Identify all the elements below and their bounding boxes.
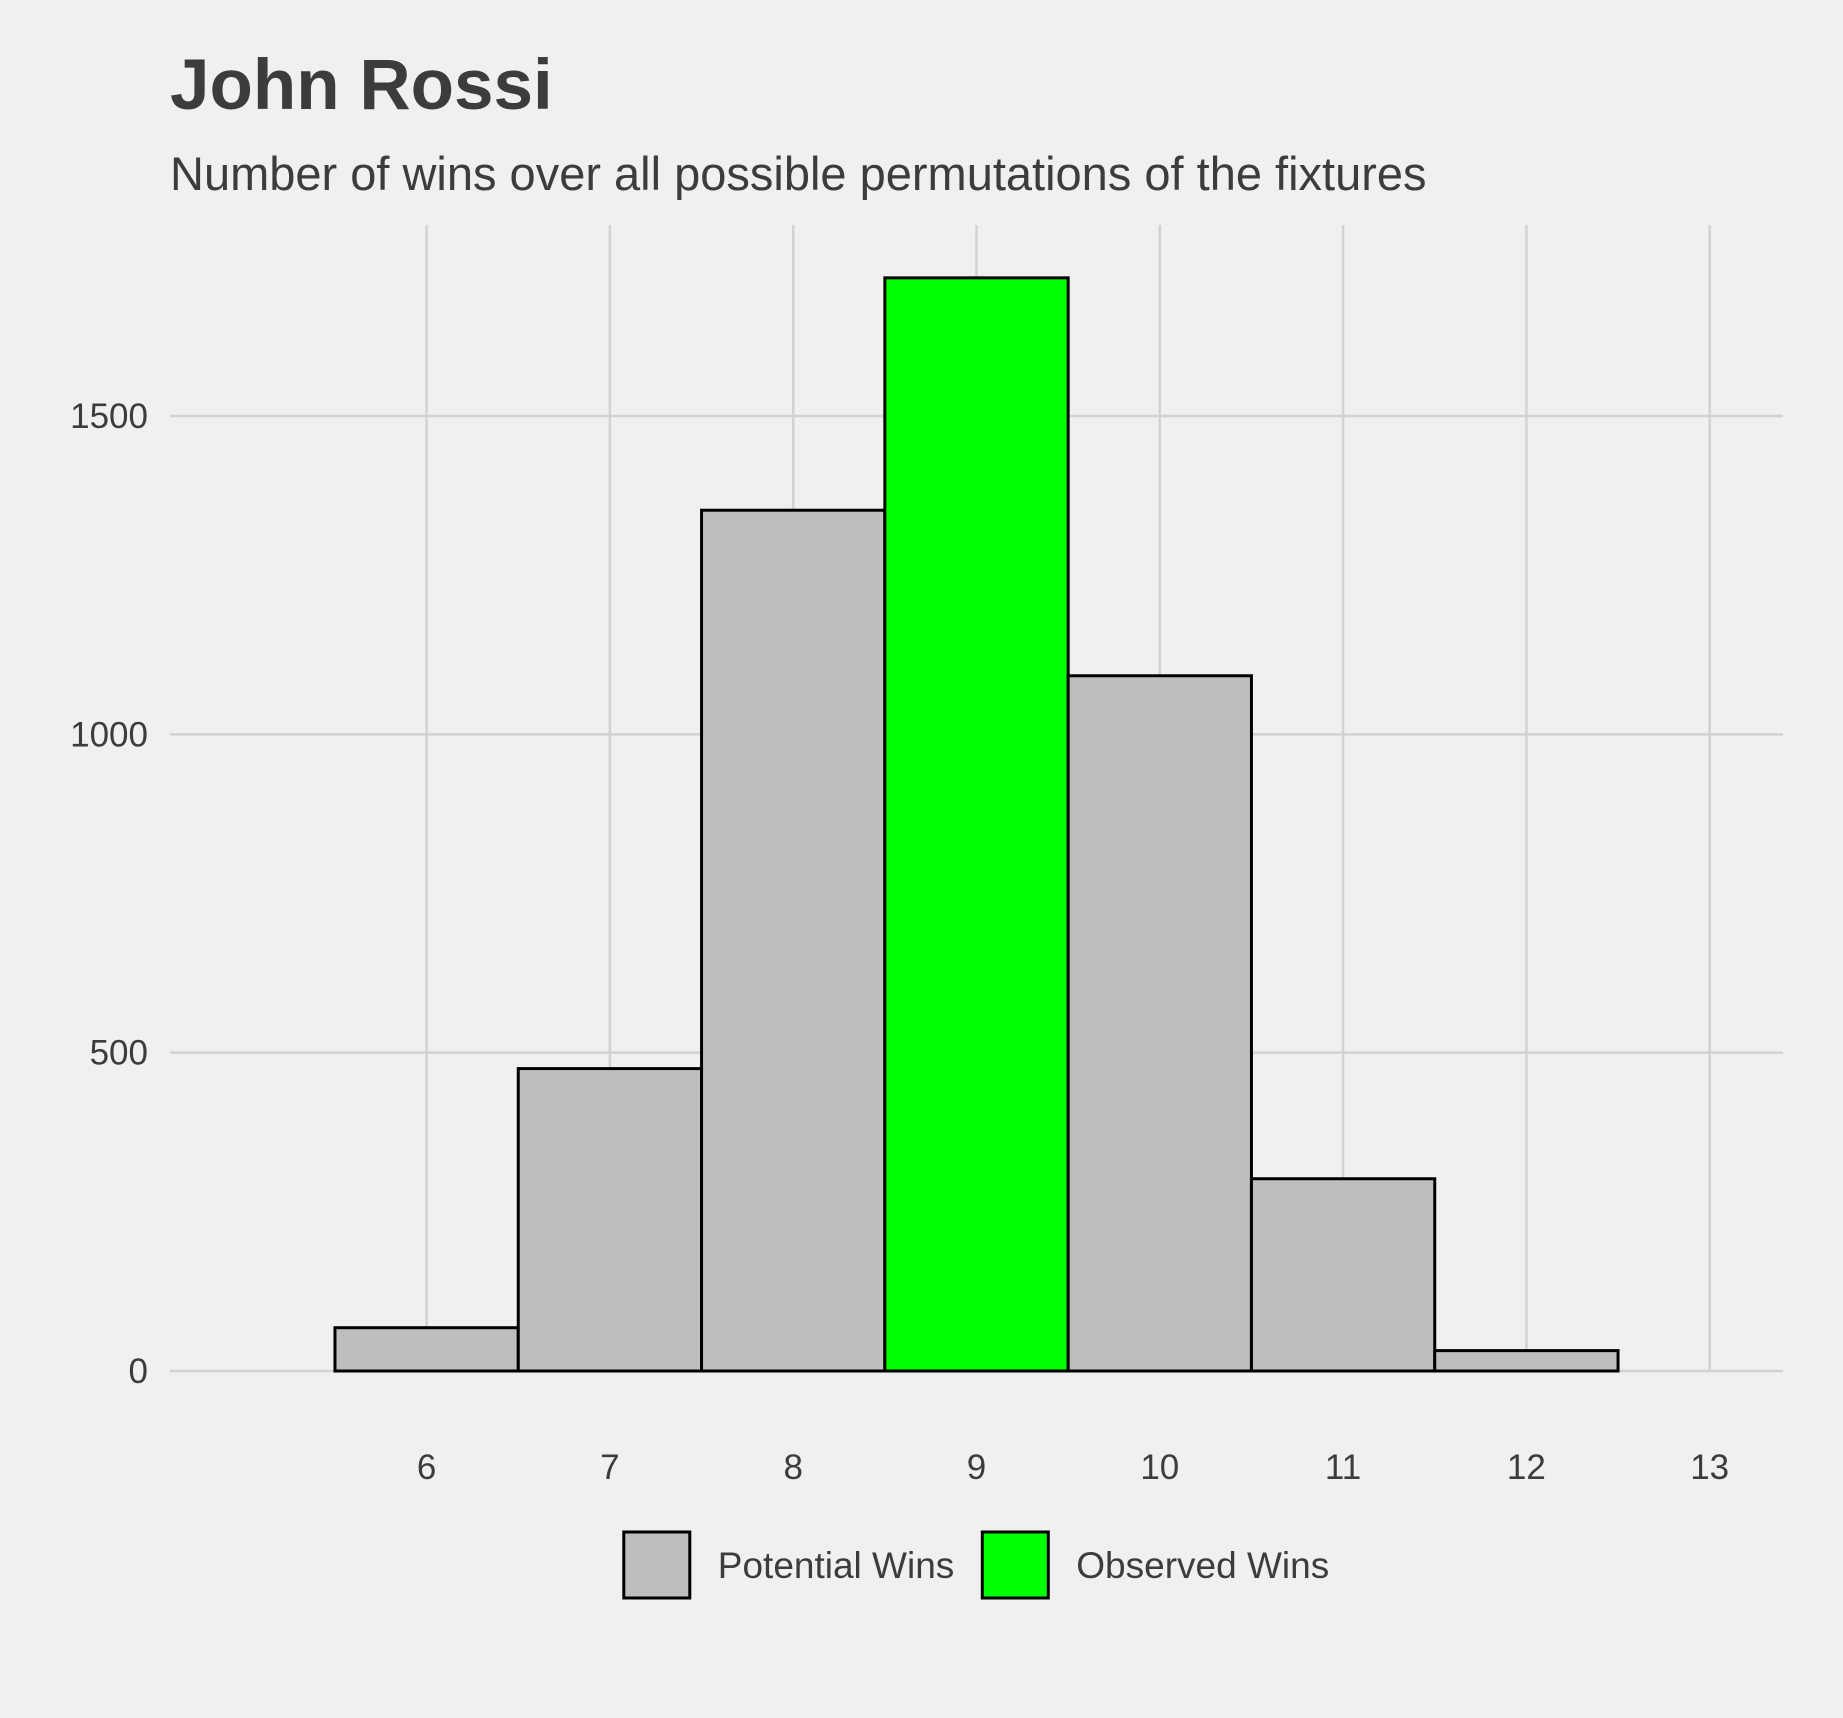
x-tick-label: 7 [600, 1448, 619, 1487]
x-tick-label: 13 [1690, 1448, 1729, 1487]
histogram-bar [883, 276, 1070, 1373]
x-tick-label: 8 [783, 1448, 802, 1487]
x-tick-label: 6 [417, 1448, 436, 1487]
y-tick-label: 1000 [70, 715, 148, 754]
y-tick-label: 1500 [70, 397, 148, 436]
histogram-bar [1433, 1349, 1620, 1373]
x-tick-label: 9 [967, 1448, 986, 1487]
histogram-bar [1066, 674, 1253, 1373]
legend-key [622, 1530, 692, 1600]
histogram-bar [516, 1067, 704, 1373]
histogram-bar [700, 508, 887, 1373]
legend-label: Potential Wins [718, 1545, 955, 1586]
histogram-bar [333, 1326, 520, 1373]
y-tick-label: 0 [129, 1352, 148, 1391]
axis-ticks: 6 7 8 9 10 11 12 13 0 500 1000 1500 [70, 397, 1729, 1487]
chart-title: John Rossi [170, 46, 553, 125]
legend: Potential Wins Observed Wins [622, 1530, 1329, 1600]
x-tick-label: 11 [1325, 1448, 1361, 1487]
chart-subtitle: Number of wins over all possible permuta… [170, 147, 1427, 200]
y-tick-label: 500 [90, 1034, 148, 1073]
histogram-bar [1249, 1177, 1437, 1373]
x-tick-label: 12 [1507, 1448, 1546, 1487]
x-tick-label: 10 [1140, 1448, 1179, 1487]
histogram-bars [333, 276, 1620, 1373]
legend-label: Observed Wins [1076, 1545, 1329, 1586]
legend-key [980, 1530, 1050, 1600]
